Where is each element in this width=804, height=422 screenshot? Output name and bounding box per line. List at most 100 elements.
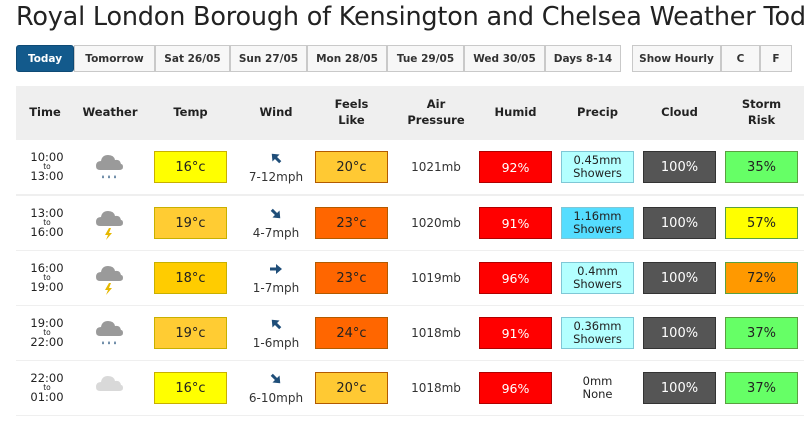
table-row: 16:00 to 19:00 18°c 1-7mph 23°c 1019mb 96% 0.4mm… [16,251,804,305]
time-range: 10:00 to 13:00 [22,140,72,194]
precip-amount: 0.4mm [577,264,618,278]
header-cloud: Cloud [661,105,698,119]
page-title: Royal London Borough of Kensington and C… [16,2,804,32]
header-humid: Humid [494,105,537,119]
time-to-label: to [43,162,51,171]
storm-risk-value: 72% [725,262,798,294]
fahrenheit-button[interactable]: F [760,45,792,72]
humidity-value: 92% [479,151,552,183]
time-to-label: to [43,273,51,282]
precip-value: 0mm None [561,372,634,404]
feels-like-value: 20°c [315,372,388,404]
forecast-table: Time Weather Temp Wind Feels Like Air Pr… [16,86,804,416]
tab-sat[interactable]: Sat 26/05 [155,45,230,72]
time-to: 13:00 [30,169,64,183]
wind-speed: 1-6mph [252,336,300,350]
time-range: 13:00 to 16:00 [22,196,72,250]
cloud-value: 100% [643,262,716,294]
precip-amount: 0.36mm [573,319,622,333]
header-storm-line2: Risk [747,113,776,127]
cloud-icon [92,369,126,407]
wind-direction-arrow-icon [268,206,284,226]
storm-risk-value: 37% [725,317,798,349]
header-weather: Weather [82,105,138,119]
wind: 4-7mph [246,196,306,250]
cloud-value: 100% [643,317,716,349]
time-from: 10:00 [30,150,64,164]
header-wind: Wind [259,105,293,119]
time-to-label: to [43,328,51,337]
tab-wed[interactable]: Wed 30/05 [464,45,545,72]
temp-value: 16°c [154,151,227,183]
wind-speed: 7-12mph [248,170,304,184]
table-row: 19:00 to 22:00 19°c 1-6mph 24°c 1018mb 91% 0.36m… [16,306,804,360]
precip-type: None [582,387,613,401]
table-row: 22:00 to 01:00 16°c 6-10mph 20°c 1018mb 96% 0mm N… [16,361,804,415]
pressure-value: 1018mb [411,381,461,395]
wind-direction-arrow-icon [268,316,284,336]
tab-today[interactable]: Today [16,45,74,72]
storm-risk-value: 57% [725,207,798,239]
precip-type: Showers [573,277,622,291]
storm-risk-value: 37% [725,372,798,404]
time-to: 19:00 [30,280,64,294]
feels-like-value: 23°c [315,262,388,294]
pressure-value: 1020mb [411,216,461,230]
feels-like-value: 20°c [315,151,388,183]
humidity-value: 91% [479,317,552,349]
humidity-value: 91% [479,207,552,239]
pressure-value: 1018mb [411,326,461,340]
cloud-value: 100% [643,372,716,404]
wind: 7-12mph [246,140,306,194]
header-feels-line1: Feels [334,97,369,111]
tab-tue[interactable]: Tue 29/05 [387,45,464,72]
time-range: 22:00 to 01:00 [22,361,72,415]
cloud-lightning-icon [92,204,126,242]
header-air-line1: Air [426,97,446,111]
humidity-value: 96% [479,262,552,294]
cloud-rain-icon [92,148,126,186]
table-row: 13:00 to 16:00 19°c 4-7mph 23°c 1020mb 91% 1.16m… [16,196,804,250]
tab-sun[interactable]: Sun 27/05 [230,45,307,72]
precip-type: Showers [573,222,622,236]
header-air-line2: Pressure [407,113,465,127]
cloud-lightning-icon [92,259,126,297]
header-feels-line2: Like [338,113,365,127]
header-temp: Temp [173,105,208,119]
precip-value: 0.4mm Showers [561,262,634,294]
wind-direction-arrow-icon [268,371,284,391]
feels-like-value: 23°c [315,207,388,239]
time-from: 16:00 [30,261,64,275]
precip-amount: 1.16mm [573,209,622,223]
precip-amount: 0.45mm [573,153,622,167]
time-from: 13:00 [30,206,64,220]
wind-direction-arrow-icon [268,261,284,281]
header-time: Time [29,105,61,119]
pressure-value: 1021mb [411,160,461,174]
tab-days-8-14[interactable]: Days 8-14 [545,45,621,72]
header-precip: Precip [577,105,618,119]
tab-mon[interactable]: Mon 28/05 [307,45,387,72]
header-storm-line1: Storm [741,97,782,111]
table-header: Time Weather Temp Wind Feels Like Air Pr… [16,86,804,138]
wind-direction-arrow-icon [268,150,284,170]
temp-value: 16°c [154,372,227,404]
tab-tomorrow[interactable]: Tomorrow [74,45,155,72]
wind: 1-6mph [246,306,306,360]
time-range: 19:00 to 22:00 [22,306,72,360]
pressure-value: 1019mb [411,271,461,285]
feels-like-value: 24°c [315,317,388,349]
wind-speed: 6-10mph [248,391,304,405]
time-to: 16:00 [30,225,64,239]
celsius-button[interactable]: C [721,45,760,72]
cloud-rain-icon [92,314,126,352]
temp-value: 18°c [154,262,227,294]
wind: 1-7mph [246,251,306,305]
precip-amount: 0mm [582,374,613,388]
show-hourly-button[interactable]: Show Hourly [632,45,721,72]
precip-value: 0.45mm Showers [561,151,634,183]
wind-speed: 4-7mph [252,226,300,240]
cloud-value: 100% [643,207,716,239]
wind: 6-10mph [246,361,306,415]
